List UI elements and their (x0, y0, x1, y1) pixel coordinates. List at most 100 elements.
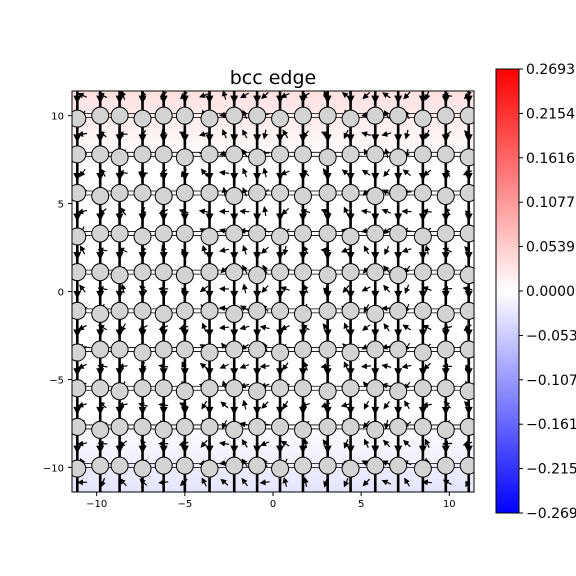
atom (248, 266, 267, 285)
field-arrow (383, 400, 390, 410)
displacement-arrowhead (96, 213, 105, 222)
field-arrow (421, 479, 432, 486)
field-arrow (77, 401, 88, 408)
atom (436, 379, 455, 398)
field-arrow (280, 324, 290, 331)
atom (459, 224, 474, 243)
atom (366, 145, 385, 164)
atom (318, 456, 337, 475)
field-arrow (199, 131, 209, 137)
field-arrow (221, 91, 228, 100)
displacement-arrowhead (441, 368, 450, 377)
atom (459, 148, 474, 167)
atom (133, 343, 152, 362)
displacement-arrowhead (159, 368, 168, 377)
atom (154, 420, 173, 439)
atom (72, 459, 87, 478)
field-arrow (382, 92, 391, 99)
displacement-arrowhead (371, 406, 380, 415)
field-arrow (404, 400, 410, 410)
field-arrow (242, 167, 248, 178)
atom (225, 379, 244, 398)
field-arrow (242, 129, 248, 139)
displacement-arrowhead (418, 368, 427, 377)
displacement-arrowhead (253, 173, 262, 182)
atom (341, 379, 360, 398)
displacement-arrowhead (253, 134, 262, 143)
displacement-arrowhead (253, 213, 262, 222)
atom (110, 184, 129, 203)
atom (318, 224, 337, 243)
atom (225, 145, 244, 164)
atom (154, 106, 173, 125)
displacement-arrowhead (205, 445, 214, 454)
field-arrow (239, 363, 250, 369)
displacement-arrowhead (73, 290, 82, 299)
displacement-arrowhead (276, 252, 285, 261)
field-arrow (219, 440, 230, 447)
displacement-arrowhead (205, 406, 214, 415)
atom (91, 379, 110, 398)
field-arrow (199, 285, 209, 293)
field-arrow (302, 476, 309, 487)
atom (413, 109, 432, 128)
atom (413, 379, 432, 398)
displacement-arrowhead (276, 134, 285, 143)
atom (436, 340, 455, 359)
atom (459, 340, 474, 359)
displacement-arrowhead (394, 445, 403, 454)
displacement-arrowhead (96, 445, 105, 454)
atom (133, 459, 152, 478)
field-arrow (383, 168, 391, 178)
field-arrow (363, 438, 370, 448)
field-arrow (79, 245, 86, 255)
field-arrow (402, 169, 411, 177)
y-tick-label: 0 (58, 288, 64, 299)
field-arrow (261, 91, 269, 100)
atom (154, 263, 173, 282)
field-arrow (363, 304, 370, 313)
atom (271, 417, 290, 436)
displacement-arrowhead (394, 368, 403, 377)
displacement-arrowhead (464, 173, 473, 182)
displacement-arrowhead (73, 252, 82, 261)
atom (341, 459, 360, 478)
field-arrow (260, 440, 270, 447)
displacement-arrowhead (96, 95, 105, 104)
displacement-arrowhead (230, 134, 239, 143)
atom (459, 417, 474, 436)
displacement-arrowhead (96, 134, 105, 143)
displacement-arrowhead (323, 134, 332, 143)
displacement-arrowhead (371, 213, 380, 222)
displacement-arrowhead (298, 368, 307, 377)
displacement-arrowhead (371, 445, 380, 454)
atom (200, 459, 219, 478)
atom (389, 106, 408, 125)
field-arrow (424, 244, 431, 255)
atom (293, 224, 312, 243)
field-arrow (340, 401, 351, 408)
displacement-arrowhead (464, 368, 473, 377)
chart-title: bcc edge (230, 67, 317, 89)
displacement-arrowhead (73, 213, 82, 222)
atom (110, 456, 129, 475)
atom (133, 109, 152, 128)
atom (225, 263, 244, 282)
atom (341, 109, 360, 128)
displacement-arrowhead (371, 252, 380, 261)
field-arrow (120, 283, 127, 294)
displacement-arrowhead (323, 95, 332, 104)
displacement-arrowhead (394, 173, 403, 182)
displacement-arrowhead (394, 252, 403, 261)
displacement-arrowhead (205, 329, 214, 338)
field-arrow (381, 363, 392, 370)
field-arrow (79, 168, 86, 178)
field-arrow (342, 285, 350, 294)
atom (341, 301, 360, 320)
field-arrow (383, 419, 390, 430)
displacement-arrowhead (371, 95, 380, 104)
atom (248, 224, 267, 243)
displacement-arrowhead (371, 368, 380, 377)
displacement-arrowhead (159, 213, 168, 222)
x-axis: −10 −5 0 5 10 (86, 492, 456, 510)
